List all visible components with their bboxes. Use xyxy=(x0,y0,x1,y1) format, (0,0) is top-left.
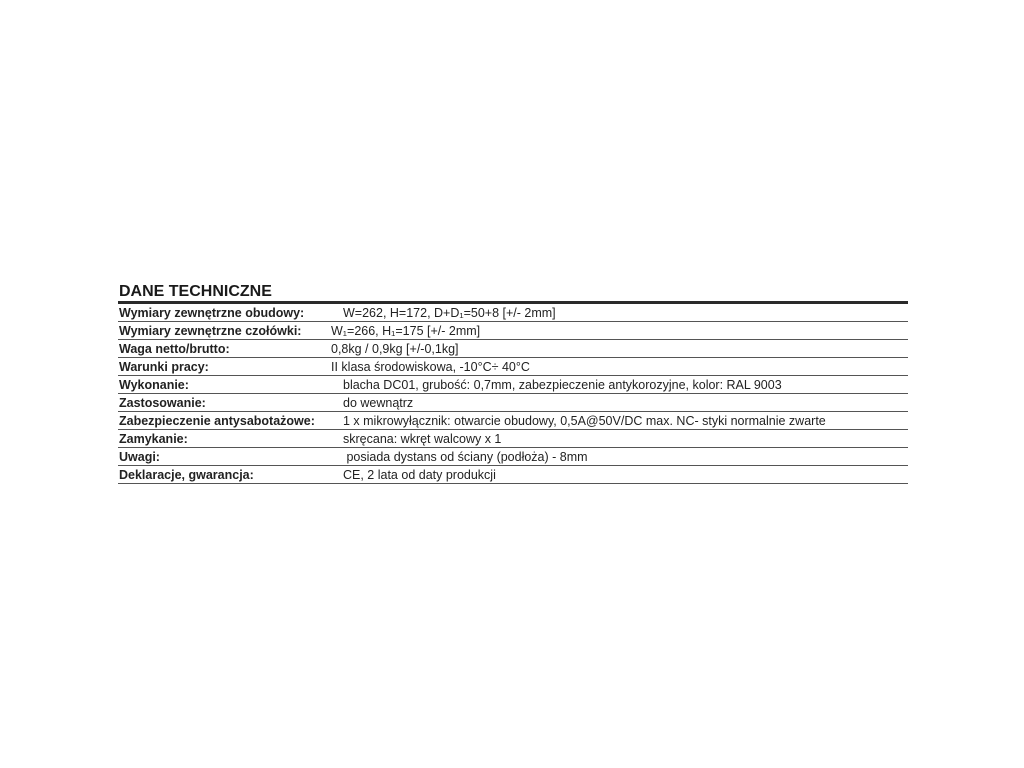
row-label: Waga netto/brutto: xyxy=(119,342,230,356)
row-value: II klasa środowiskowa, -10°C÷ 40°C xyxy=(331,360,530,374)
row-label: Zamykanie: xyxy=(119,432,188,446)
row-label: Deklaracje, gwarancja: xyxy=(119,468,254,482)
table-row: Wymiary zewnętrzne obudowy: W=262, H=172,… xyxy=(118,304,908,322)
table-row: Waga netto/brutto: 0,8kg / 0,9kg [+/-0,1k… xyxy=(118,340,908,358)
row-label: Wymiary zewnętrzne obudowy: xyxy=(119,306,305,320)
row-label: Wykonanie: xyxy=(119,378,189,392)
row-value: skręcana: wkręt walcowy x 1 xyxy=(343,432,502,446)
table-row: Zamykanie: skręcana: wkręt walcowy x 1 xyxy=(118,430,908,448)
table-row: Zastosowanie: do wewnątrz xyxy=(118,394,908,412)
row-label: Wymiary zewnętrzne czołówki: xyxy=(119,324,302,338)
table-row: Uwagi: posiada dystans od ściany (podłoż… xyxy=(118,448,908,466)
row-value: 0,8kg / 0,9kg [+/-0,1kg] xyxy=(331,342,459,356)
row-label: Warunki pracy: xyxy=(119,360,209,374)
row-value: blacha DC01, grubość: 0,7mm, zabezpiecze… xyxy=(343,378,782,392)
row-label: Uwagi: xyxy=(119,450,160,464)
row-value: posiada dystans od ściany (podłoża) - 8m… xyxy=(343,450,588,464)
table-row: Wykonanie: blacha DC01, grubość: 0,7mm, z… xyxy=(118,376,908,394)
row-label: Zabezpieczenie antysabotażowe: xyxy=(119,414,315,428)
section-title: DANE TECHNICZNE xyxy=(119,283,272,300)
table-row: Warunki pracy: II klasa środowiskowa, -10… xyxy=(118,358,908,376)
table-row: Zabezpieczenie antysabotażowe: 1 x mikrow… xyxy=(118,412,908,430)
table-row: Wymiary zewnętrzne czołówki: W₁=266, H₁=1… xyxy=(118,322,908,340)
row-value: W=262, H=172, D+D₁=50+8 [+/- 2mm] xyxy=(343,306,556,320)
row-value: W₁=266, H₁=175 [+/- 2mm] xyxy=(331,324,481,338)
row-value: do wewnątrz xyxy=(343,396,414,410)
title-divider xyxy=(118,301,908,304)
technical-data-table: DANE TECHNICZNE Wymiary zewnętrzne obudo… xyxy=(118,282,908,484)
table-row: Deklaracje, gwarancja: CE, 2 lata od daty… xyxy=(118,466,908,484)
row-label: Zastosowanie: xyxy=(119,396,206,410)
row-value: 1 x mikrowyłącznik: otwarcie obudowy, 0,… xyxy=(343,414,826,428)
row-value: CE, 2 lata od daty produkcji xyxy=(343,468,496,482)
